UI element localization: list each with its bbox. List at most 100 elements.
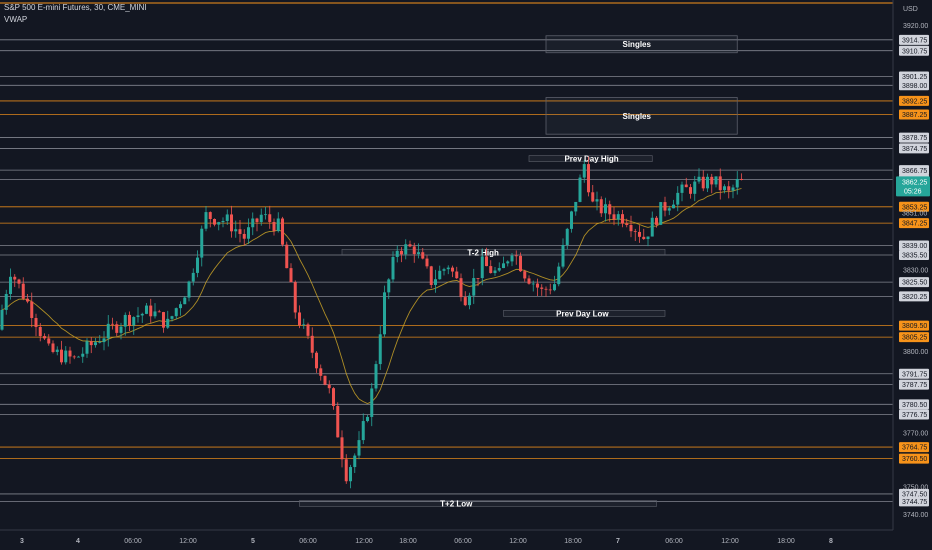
zone-label: Singles (623, 40, 652, 49)
candle-body (306, 324, 310, 336)
level-label-bg (899, 277, 929, 288)
candle-body (391, 256, 395, 280)
candle-body (672, 204, 675, 209)
level-label-bg (899, 201, 929, 212)
indicator-label: VWAP (4, 15, 28, 24)
candle-body (60, 349, 63, 363)
candle-body (106, 323, 110, 339)
candle-body (374, 364, 378, 389)
time-tick-label: 06:00 (124, 538, 142, 545)
price-tick-label: 3750.00 (903, 485, 928, 492)
level-label-bg (899, 218, 929, 229)
candle-body (468, 295, 471, 306)
candle-body (77, 356, 80, 358)
zones-layer: Singles Singles Prev Day High T-2 High Prev … (299, 35, 738, 508)
level-label-bg (899, 249, 929, 260)
candle-body (119, 326, 123, 333)
annotation-label: T-2 High (467, 248, 499, 257)
candle-body (459, 278, 463, 298)
level-label-bg (899, 80, 929, 91)
candle-body (349, 467, 352, 482)
candle-body (387, 279, 391, 293)
candle-body (531, 283, 535, 285)
candle-body (98, 342, 102, 343)
price-tick-label: 3830.00 (903, 267, 928, 274)
candle-body (38, 327, 42, 337)
candle-body (370, 388, 374, 417)
candle-body (633, 231, 637, 232)
level-label: 3847.25 (902, 221, 927, 228)
candle-body (242, 233, 246, 239)
level-label-bg (899, 109, 929, 120)
level-label: 3780.50 (902, 402, 927, 409)
level-label-bg (899, 496, 929, 507)
candle-body (646, 236, 650, 240)
singles-zone (545, 35, 738, 54)
candle-body (578, 177, 582, 202)
candle-body (43, 336, 46, 339)
candle-body (693, 181, 697, 194)
candle-body (727, 186, 731, 191)
level-label-bg (899, 409, 929, 420)
candle-body (621, 214, 624, 224)
level-label-bg (899, 379, 929, 390)
candle-body (302, 324, 306, 326)
level-label: 3809.50 (902, 323, 927, 330)
candle-body (493, 270, 497, 274)
candle-body (582, 164, 586, 178)
candle-body (4, 294, 8, 310)
candle-body (179, 304, 182, 309)
candle-body (174, 308, 178, 317)
level-label: 3878.75 (902, 135, 927, 142)
level-label: 3787.75 (902, 382, 927, 389)
candle-body (565, 228, 569, 246)
level-label: 3776.75 (902, 412, 927, 419)
level-label: 3901.25 (902, 74, 927, 81)
candle-body (225, 214, 229, 221)
candle-body (689, 187, 692, 194)
candle-body (680, 184, 684, 193)
candle-body (544, 288, 548, 290)
time-axis: 3 4 06:00 12:00 5 06:00 12:00 18:00 06:00 12:00 18… (0, 529, 932, 550)
level-label: 3914.75 (902, 37, 927, 44)
candle-body (591, 192, 595, 202)
candle-body (285, 244, 289, 269)
candle-body (540, 287, 544, 289)
candle-body (315, 352, 318, 369)
candle-body (149, 305, 153, 317)
candle-body (604, 204, 607, 214)
candle-body (455, 271, 459, 279)
candle-body (21, 283, 25, 299)
time-tick-label: 12:00 (721, 538, 739, 545)
candle-body (357, 440, 361, 456)
candle-body (34, 317, 38, 328)
candle-body (200, 228, 204, 258)
time-tick-label: 12:00 (355, 538, 373, 545)
candle-body (298, 312, 301, 326)
candle-body (608, 204, 612, 215)
candle-body (268, 214, 272, 222)
level-label: 3805.25 (902, 335, 927, 342)
time-tick-label: 8 (829, 538, 833, 545)
annotation-band (341, 248, 666, 256)
time-tick-label: 3 (20, 538, 24, 545)
candle-body (213, 219, 216, 225)
candle-body (378, 334, 382, 365)
candle-body (319, 368, 323, 376)
candle-body (366, 416, 369, 422)
level-label: 3874.75 (902, 146, 927, 153)
candle-body (157, 311, 161, 313)
candle-body (506, 261, 510, 264)
candle-body (26, 298, 29, 302)
candle-body (442, 269, 446, 271)
candle-body (587, 164, 590, 193)
level-label: 3835.50 (902, 253, 927, 260)
level-label: 3825.50 (902, 280, 927, 287)
candle-body (383, 292, 386, 335)
candle-body (718, 176, 722, 191)
annotation-label: Prev Day Low (556, 309, 609, 318)
candle-body (272, 221, 276, 232)
candle-body (595, 199, 599, 202)
candle-body (417, 252, 420, 255)
